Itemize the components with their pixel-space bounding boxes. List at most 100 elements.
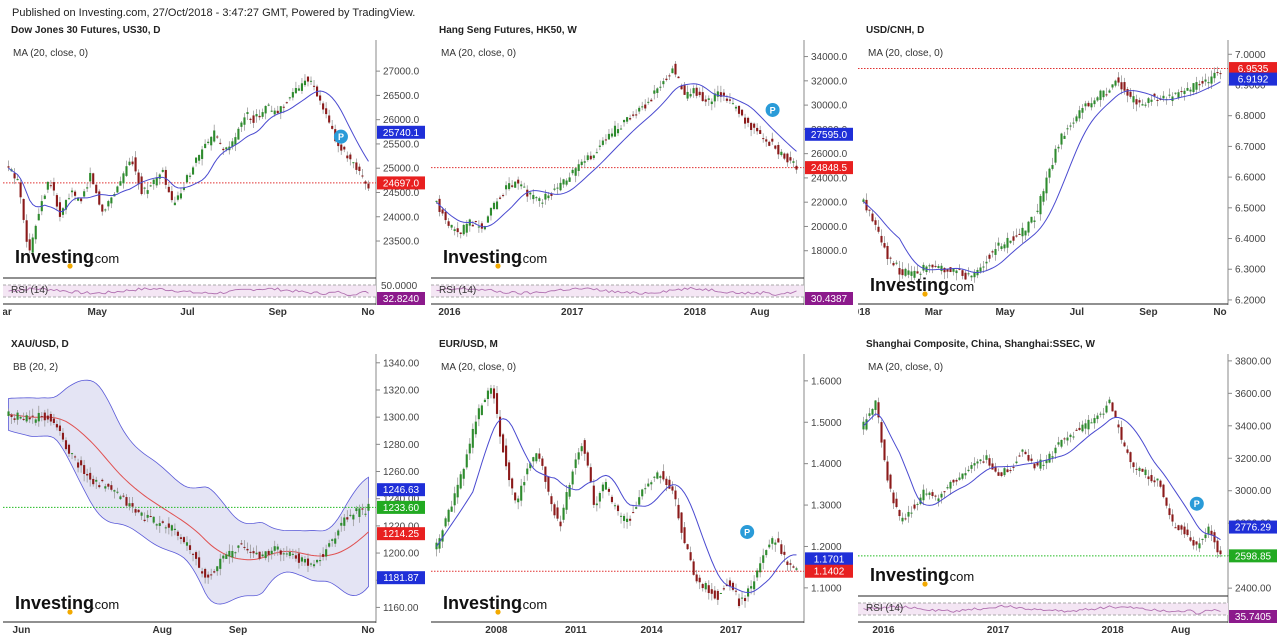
candle-body (128, 161, 131, 165)
candle-body (231, 141, 234, 147)
candle-body (204, 143, 207, 149)
x-tick-label: No (1213, 307, 1226, 318)
candle-body (225, 554, 228, 559)
rsi-line (8, 287, 369, 296)
candle-body (1069, 434, 1072, 437)
candle-body (1051, 164, 1054, 169)
candle-body (744, 598, 747, 602)
candle-body (532, 194, 535, 200)
moving-average-line (863, 81, 1221, 274)
candle-body (352, 514, 355, 520)
price-tag (377, 176, 425, 190)
bollinger-band (8, 379, 369, 605)
candle-body (216, 566, 219, 572)
x-tick-label: 2017 (987, 625, 1010, 636)
candle-body (946, 268, 949, 272)
candle-body (255, 552, 258, 555)
candle-body (264, 106, 267, 114)
candle-body (668, 479, 671, 489)
candle-body (291, 92, 294, 98)
candle-body (267, 550, 270, 555)
candle-body (1186, 529, 1189, 536)
candle-body (495, 201, 499, 210)
candle-body (598, 492, 601, 502)
candle-body (140, 512, 143, 516)
candle-body (994, 249, 997, 255)
x-tick-label: ar (3, 307, 12, 318)
candle-body (1168, 508, 1171, 516)
candle-body (49, 185, 52, 187)
candle-body (237, 545, 240, 548)
candle-body (122, 495, 125, 497)
candle-body (188, 545, 192, 550)
candle-body (619, 515, 623, 517)
rsi-value-tag (805, 292, 853, 305)
candle-body (243, 546, 246, 548)
candle-body (462, 224, 465, 235)
y-tick-label: 3800.00 (1235, 356, 1272, 367)
candle-body (677, 504, 680, 519)
x-tick-label: Jun (13, 625, 31, 636)
candle-body (1132, 462, 1135, 468)
candle-body (1039, 196, 1042, 215)
candle-body (492, 202, 496, 209)
y-tick-label: 24500.0 (383, 188, 420, 199)
y-tick-label: 32000.0 (811, 76, 848, 87)
candle-body (997, 472, 1000, 476)
candle-body (140, 176, 143, 195)
candle-body (898, 268, 901, 275)
candle-body (1120, 82, 1123, 90)
price-tag (805, 552, 853, 566)
candle-body (988, 254, 991, 259)
candle-body (583, 161, 586, 163)
candle-body (246, 112, 249, 115)
candle-body (43, 195, 46, 199)
candle-body (1099, 413, 1102, 415)
x-tick-label: 2016 (872, 625, 895, 636)
candle-body (155, 524, 158, 526)
candle-body (616, 505, 620, 512)
y-tick-label: 1.1000 (811, 583, 842, 594)
candle-body (556, 187, 559, 189)
candle-body (453, 493, 456, 506)
candle-body (1051, 456, 1054, 458)
candle-body (982, 266, 985, 268)
candle-body (774, 542, 777, 545)
y-tick-label: 6.4000 (1235, 234, 1266, 245)
candle-body (967, 469, 970, 472)
candle-body (526, 468, 529, 475)
candle-body (143, 187, 146, 189)
candle-body (459, 232, 462, 234)
y-tick-label: 34000.0 (811, 52, 848, 63)
candle-body (747, 117, 750, 123)
candle-body (783, 551, 786, 555)
price-tag (377, 483, 425, 497)
candle-body (1195, 82, 1198, 90)
candle-body (795, 165, 798, 170)
y-tick-label: 1.4000 (811, 459, 842, 470)
candle-body (170, 191, 173, 201)
price-tag-label: 2598.85 (1235, 551, 1272, 562)
candle-body (89, 472, 92, 480)
investing-logo-main: Investing (870, 275, 949, 295)
candle-body (1063, 438, 1066, 440)
candle-body (665, 478, 668, 486)
candle-body (1192, 540, 1195, 546)
candle-body (577, 452, 580, 460)
candle-body (462, 468, 465, 479)
candle-body (52, 182, 55, 191)
candle-body (483, 399, 486, 403)
candle-body (877, 226, 880, 232)
x-tick-label: 2008 (485, 625, 508, 636)
candle-body (67, 198, 71, 200)
candle-body (1042, 191, 1045, 202)
candle-body (474, 421, 477, 435)
x-tick-label: Sep (229, 625, 247, 636)
candle-body (511, 478, 514, 489)
investing-logo-dot-icon (495, 263, 501, 269)
candle-body (92, 478, 95, 485)
y-tick-label: 1340.00 (383, 358, 420, 369)
candle-body (195, 552, 198, 559)
y-tick-label: 2400.00 (1235, 584, 1272, 595)
candle-body (568, 485, 571, 497)
